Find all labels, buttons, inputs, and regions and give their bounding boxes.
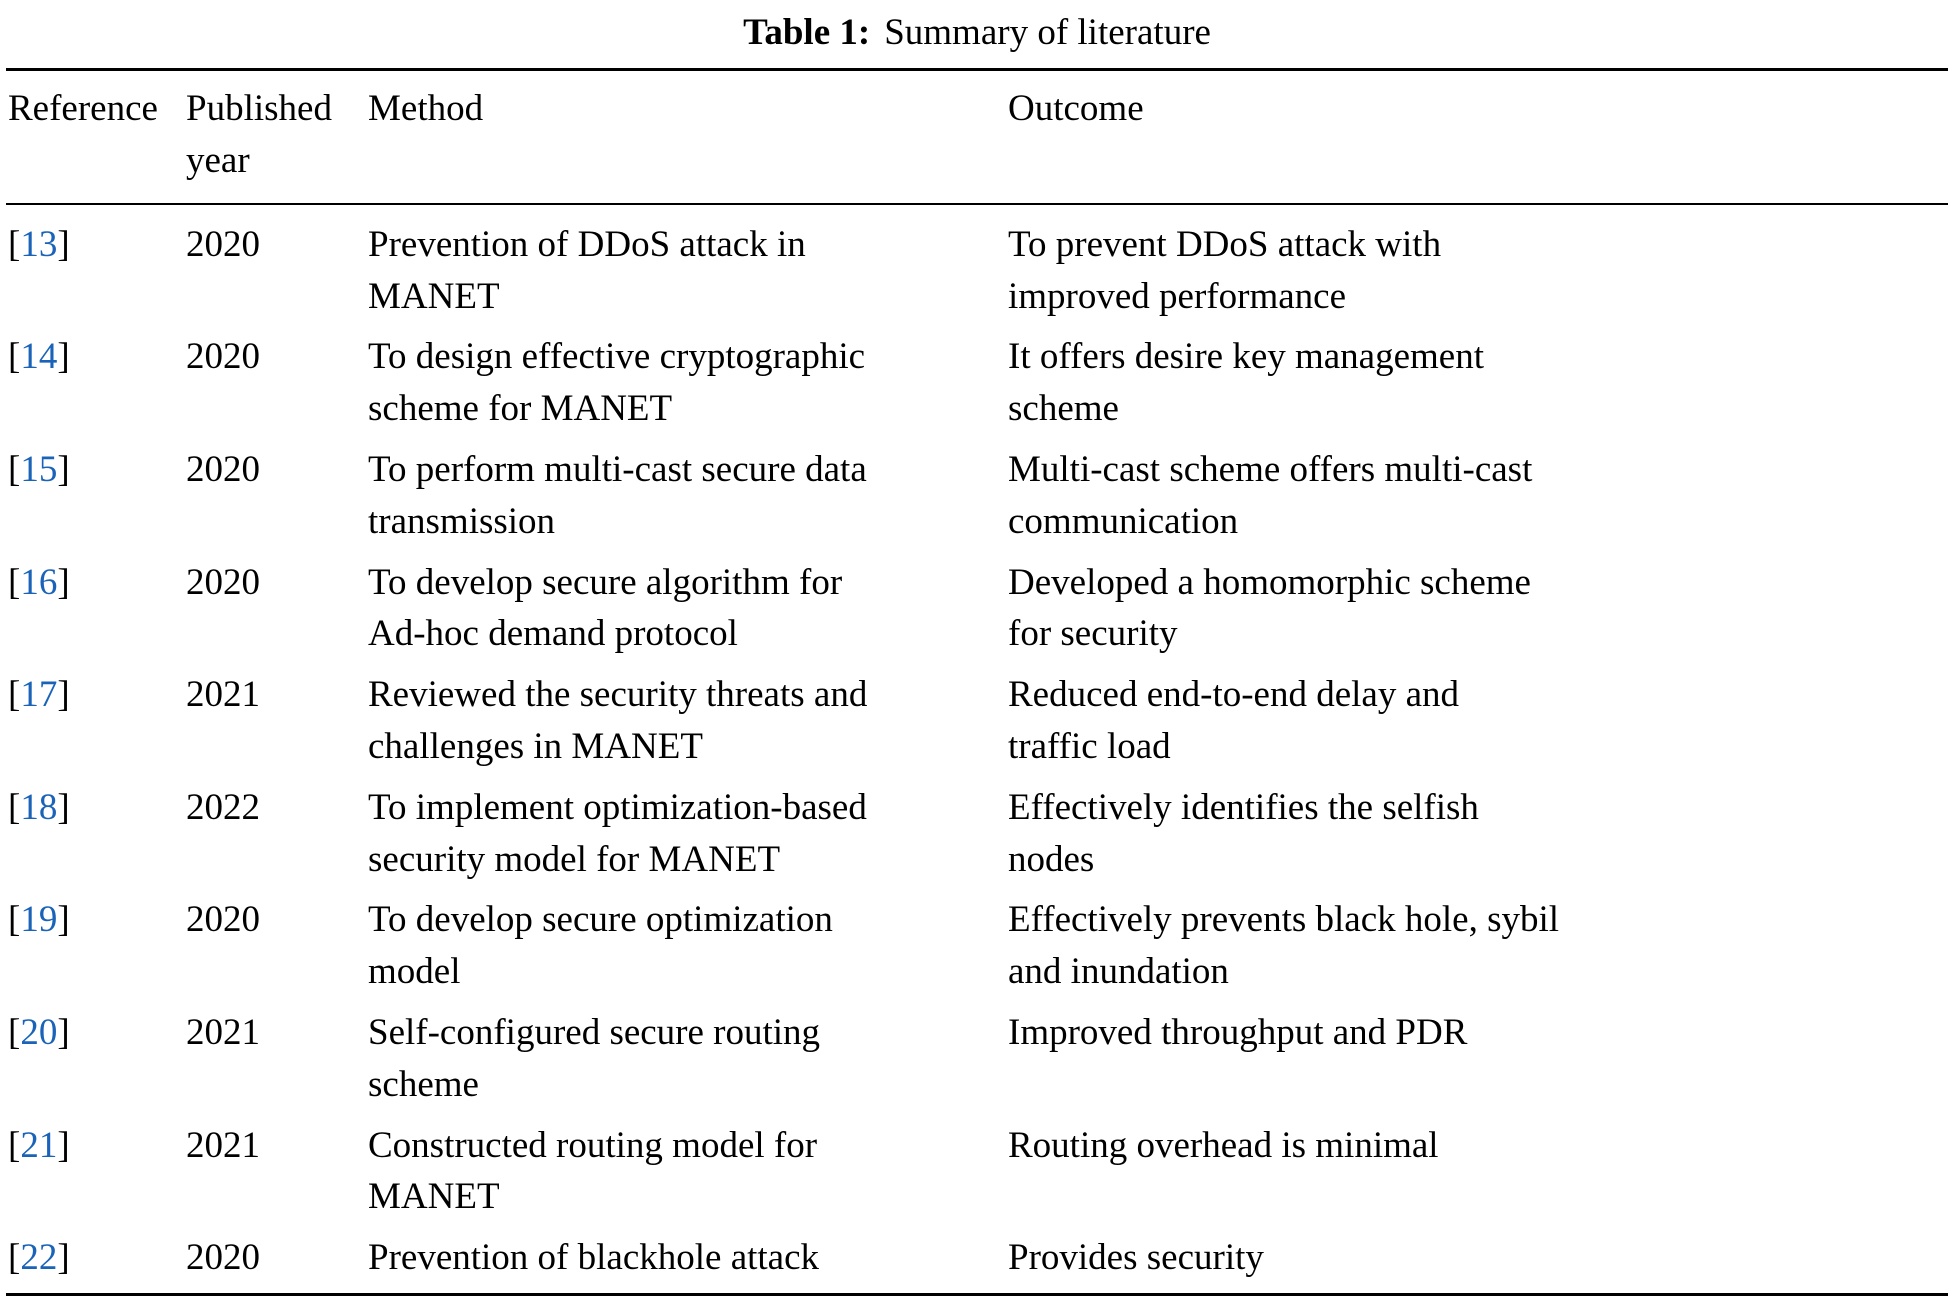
method-cell: To implement optimization-based security…: [368, 786, 867, 880]
reference-cell: [20]: [6, 1007, 186, 1120]
bracket-open: [: [8, 674, 21, 716]
col-header-method: Method: [368, 69, 1008, 205]
outcome-cell: Developed a homomorphic scheme for secur…: [1008, 561, 1531, 655]
bracket-close: ]: [57, 899, 70, 941]
bracket-close: ]: [57, 223, 70, 265]
table-row: [18] 2022 To implement optimization-base…: [6, 782, 1948, 895]
reference-cell: [14]: [6, 331, 186, 444]
year-cell: 2020: [186, 336, 260, 378]
bracket-open: [: [8, 223, 21, 265]
method-cell: Self-configured secure routing scheme: [368, 1012, 821, 1105]
citation-link[interactable]: 17: [20, 674, 58, 716]
bracket-close: ]: [57, 1124, 70, 1166]
citation-link[interactable]: 13: [20, 223, 58, 265]
reference-cell: [21]: [6, 1120, 186, 1233]
bracket-open: [: [8, 899, 21, 941]
col-header-reference: Reference: [6, 69, 186, 205]
method-cell: To develop secure optimization model: [368, 899, 833, 993]
year-cell: 2021: [186, 674, 260, 716]
outcome-cell: Reduced end-to-end delay and traffic loa…: [1008, 674, 1460, 768]
bracket-close: ]: [57, 674, 70, 716]
citation-link[interactable]: 19: [20, 899, 58, 941]
method-cell: Reviewed the security threats and challe…: [368, 674, 868, 768]
table-row: [17] 2021 Reviewed the security threats …: [6, 669, 1948, 782]
outcome-cell: Effectively identifies the selfish nodes: [1008, 786, 1479, 880]
bracket-close: ]: [57, 336, 70, 378]
reference-cell: [15]: [6, 444, 186, 557]
citation-link[interactable]: 14: [20, 336, 58, 378]
outcome-cell: To prevent DDoS attack with improved per…: [1008, 223, 1442, 317]
table-row: [21] 2021 Constructed routing model for …: [6, 1120, 1948, 1233]
year-cell: 2020: [186, 1237, 260, 1279]
method-cell: To develop secure algorithm for Ad-hoc d…: [368, 561, 843, 655]
table-body: [13] 2020 Prevention of DDoS attack in M…: [6, 204, 1948, 1295]
bracket-open: [: [8, 1237, 21, 1279]
table-row: [20] 2021 Self-configured secure routing…: [6, 1007, 1948, 1120]
bracket-open: [: [8, 336, 21, 378]
method-cell: To design effective cryptographic scheme…: [368, 336, 866, 430]
bracket-open: [: [8, 449, 21, 491]
reference-cell: [19]: [6, 894, 186, 1007]
bracket-open: [: [8, 561, 21, 603]
method-cell: Prevention of blackhole attack: [368, 1237, 820, 1279]
year-cell: 2021: [186, 1012, 260, 1053]
bracket-open: [: [8, 786, 21, 828]
reference-cell: [17]: [6, 669, 186, 782]
table-caption-label: Table 1:: [743, 12, 871, 53]
citation-link[interactable]: 22: [20, 1237, 58, 1279]
header-row: Reference Published year Method Outcome: [6, 69, 1948, 205]
table-caption-text: Summary of literature: [884, 12, 1211, 53]
bracket-close: ]: [57, 449, 70, 491]
year-cell: 2020: [186, 561, 260, 603]
literature-summary-table: Reference Published year Method Outcome …: [6, 68, 1948, 1296]
year-cell: 2022: [186, 786, 260, 828]
outcome-cell: Multi-cast scheme offers multi-cast comm…: [1008, 449, 1533, 542]
citation-link[interactable]: 16: [20, 561, 58, 603]
col-header-outcome: Outcome: [1008, 69, 1948, 205]
table-row: [13] 2020 Prevention of DDoS attack in M…: [6, 204, 1948, 332]
table-row: [19] 2020 To develop secure optimization…: [6, 894, 1948, 1007]
table-row: [15] 2020 To perform multi-cast secure d…: [6, 444, 1948, 557]
bracket-open: [: [8, 1124, 21, 1166]
outcome-cell: Routing overhead is minimal: [1008, 1124, 1439, 1166]
bracket-open: [: [8, 1012, 21, 1053]
table-caption: Table 1: Summary of literature: [6, 6, 1948, 68]
bracket-close: ]: [57, 786, 70, 828]
bracket-close: ]: [57, 561, 70, 603]
table-row: [22] 2020 Prevention of blackhole attack…: [6, 1232, 1948, 1294]
year-cell: 2020: [186, 899, 260, 941]
citation-link[interactable]: 15: [20, 449, 58, 491]
reference-cell: [22]: [6, 1232, 186, 1294]
citation-link[interactable]: 18: [20, 786, 58, 828]
reference-cell: [18]: [6, 782, 186, 895]
outcome-cell: Effectively prevents black hole, sybil a…: [1008, 899, 1560, 993]
reference-cell: [16]: [6, 557, 186, 670]
citation-link[interactable]: 21: [20, 1124, 58, 1166]
year-cell: 2020: [186, 449, 260, 491]
table-row: [16] 2020 To develop secure algorithm fo…: [6, 557, 1948, 670]
year-cell: 2020: [186, 223, 260, 265]
bracket-close: ]: [57, 1237, 70, 1279]
outcome-cell: Provides security: [1008, 1237, 1264, 1279]
outcome-cell: It offers desire key management scheme: [1008, 336, 1485, 430]
method-cell: Prevention of DDoS attack in MANET: [368, 223, 806, 317]
outcome-cell: Improved throughput and PDR: [1008, 1012, 1468, 1053]
reference-cell: [13]: [6, 204, 186, 332]
table-row: [14] 2020 To design effective cryptograp…: [6, 331, 1948, 444]
method-cell: Constructed routing model for MANET: [368, 1124, 818, 1218]
col-header-published-year: Published year: [186, 69, 368, 205]
bracket-close: ]: [57, 1012, 70, 1053]
method-cell: To perform multi-cast secure data transm…: [368, 449, 867, 542]
citation-link[interactable]: 20: [20, 1012, 58, 1053]
year-cell: 2021: [186, 1124, 260, 1166]
